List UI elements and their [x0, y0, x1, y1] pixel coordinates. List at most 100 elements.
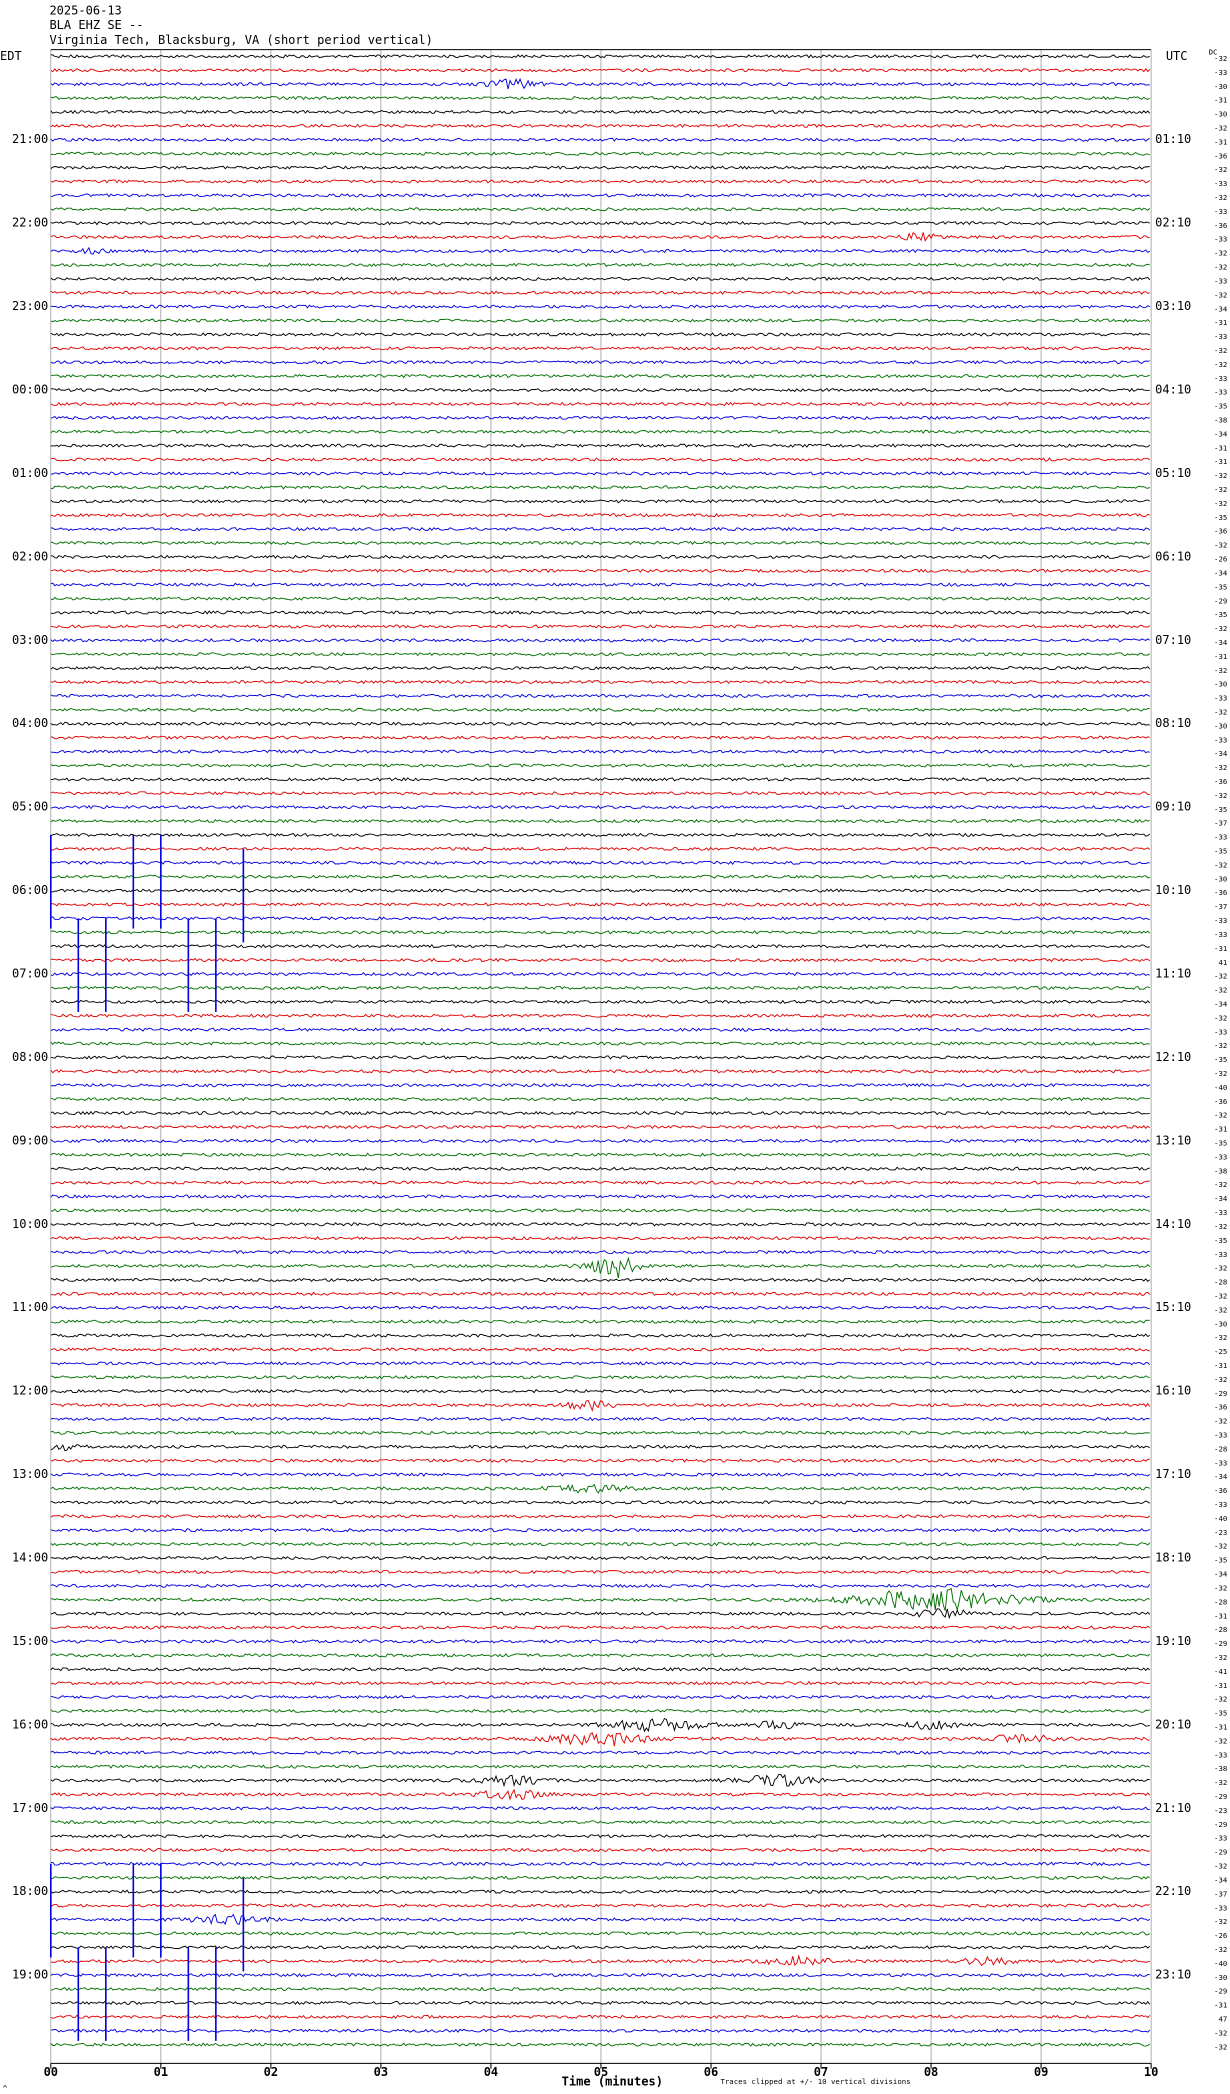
dc-offset: -31 [1214, 1611, 1227, 1620]
dc-offset: -32 [1214, 1736, 1227, 1745]
trace [50, 415, 1150, 420]
trace [50, 832, 1151, 838]
left-time-label: 23:00 [12, 299, 48, 313]
trace [50, 1083, 1151, 1088]
right-time-label: 04:10 [1155, 383, 1191, 397]
dc-offset: -31 [1214, 1361, 1227, 1370]
left-time-label: 07:00 [12, 967, 48, 981]
trace [50, 777, 1151, 782]
clip-note: Traces clipped at +/- 10 vertical divisi… [720, 2077, 910, 2086]
dc-offset: -32 [1214, 707, 1227, 716]
dc-offset: -31 [1214, 137, 1227, 146]
right-time-label: 05:10 [1155, 466, 1191, 480]
dc-offset: -29 [1214, 596, 1227, 605]
trace [50, 1889, 1150, 1894]
dc-offset: -32 [1214, 1695, 1227, 1704]
trace [50, 1194, 1150, 1199]
trace [50, 95, 1151, 101]
trace [50, 874, 1150, 879]
trace [50, 957, 1151, 963]
left-axis-title: EDT [0, 49, 22, 63]
trace [50, 1680, 1150, 1686]
trace [50, 1913, 1151, 1926]
dc-offset: -34 [1214, 1472, 1228, 1481]
trace [50, 221, 1151, 226]
trace [50, 485, 1151, 490]
dc-offset: -32 [1214, 1333, 1227, 1342]
dc-offset: -32 [1214, 1111, 1227, 1120]
trace [50, 1528, 1151, 1533]
trace [50, 1717, 1150, 1733]
dc-offset: -36 [1214, 888, 1227, 897]
dc-offset: -33 [1214, 207, 1227, 216]
trace [50, 346, 1150, 351]
dc-offset: -32 [1214, 1041, 1227, 1050]
trace [50, 1166, 1150, 1171]
dc-offset: -29 [1214, 1389, 1227, 1398]
trace [50, 1110, 1150, 1116]
dc-offset: -25 [1214, 1347, 1227, 1356]
trace [50, 1653, 1151, 1658]
dc-offset: -35 [1214, 1556, 1227, 1565]
right-time-label: 17:10 [1155, 1467, 1191, 1481]
dc-offset: -33 [1214, 332, 1227, 341]
trace [50, 54, 1150, 59]
trace [50, 1416, 1150, 1422]
dc-offset: -33 [1214, 1834, 1227, 1843]
dc-offset: -32 [1214, 54, 1227, 63]
dc-offset: -33 [1214, 68, 1227, 77]
dc-offset: -35 [1214, 1055, 1227, 1064]
dc-offset: -32 [1214, 860, 1227, 869]
trace [50, 902, 1151, 907]
trace [50, 2028, 1151, 2033]
dc-offset: -32 [1214, 972, 1227, 981]
trace [50, 1124, 1151, 1130]
dc-offset: -35 [1214, 582, 1227, 591]
dc-offset: -33 [1214, 916, 1227, 925]
trace [50, 1555, 1150, 1561]
dc-offset: -31 [1214, 1681, 1227, 1690]
trace [50, 2042, 1151, 2047]
trace [50, 1236, 1150, 1241]
trace [50, 652, 1151, 657]
trace [50, 67, 1151, 73]
trace [50, 387, 1150, 393]
dc-offset: -32 [1214, 499, 1227, 508]
right-time-label: 06:10 [1155, 549, 1191, 563]
dc-offset: -32 [1214, 193, 1227, 202]
dc-offset: -33 [1214, 930, 1227, 939]
dc-offset: -32 [1214, 165, 1227, 174]
left-time-label: 22:00 [12, 216, 48, 230]
trace [50, 332, 1150, 337]
dc-offset: -33 [1214, 1458, 1227, 1467]
dc-offset: -31 [1214, 1723, 1227, 1732]
dc-offset: -30 [1214, 110, 1227, 119]
trace [50, 1388, 1151, 1394]
dc-offset: -32 [1214, 1583, 1227, 1592]
trace [50, 985, 1150, 991]
dc-offset: -33 [1214, 833, 1227, 842]
trace [50, 429, 1151, 435]
dc-offset: -34 [1214, 429, 1228, 438]
trace [50, 1931, 1151, 1936]
trace [50, 930, 1151, 935]
dc-offset: -32 [1214, 1542, 1227, 1551]
dc-offset: -28 [1214, 1625, 1227, 1634]
trace [50, 1208, 1151, 1213]
trace [50, 1954, 1150, 1967]
dc-offset: -30 [1214, 1973, 1227, 1982]
trace [50, 846, 1151, 852]
x-tick-label: 05 [594, 2065, 608, 2079]
dc-offset: -40 [1214, 1514, 1227, 1523]
left-time-label: 00:00 [12, 383, 48, 397]
dc-offset: -34 [1214, 1570, 1228, 1579]
dc-offset: -31 [1214, 652, 1227, 661]
trace [50, 262, 1150, 268]
dc-offset: -34 [1214, 638, 1228, 647]
station: BLA EHZ SE -- [49, 18, 143, 32]
dc-offset: -35 [1214, 610, 1227, 619]
right-time-label: 16:10 [1155, 1384, 1191, 1398]
trace [50, 1361, 1151, 1366]
left-time-label: 02:00 [12, 549, 48, 563]
dc-offset: -33 [1214, 1208, 1227, 1217]
